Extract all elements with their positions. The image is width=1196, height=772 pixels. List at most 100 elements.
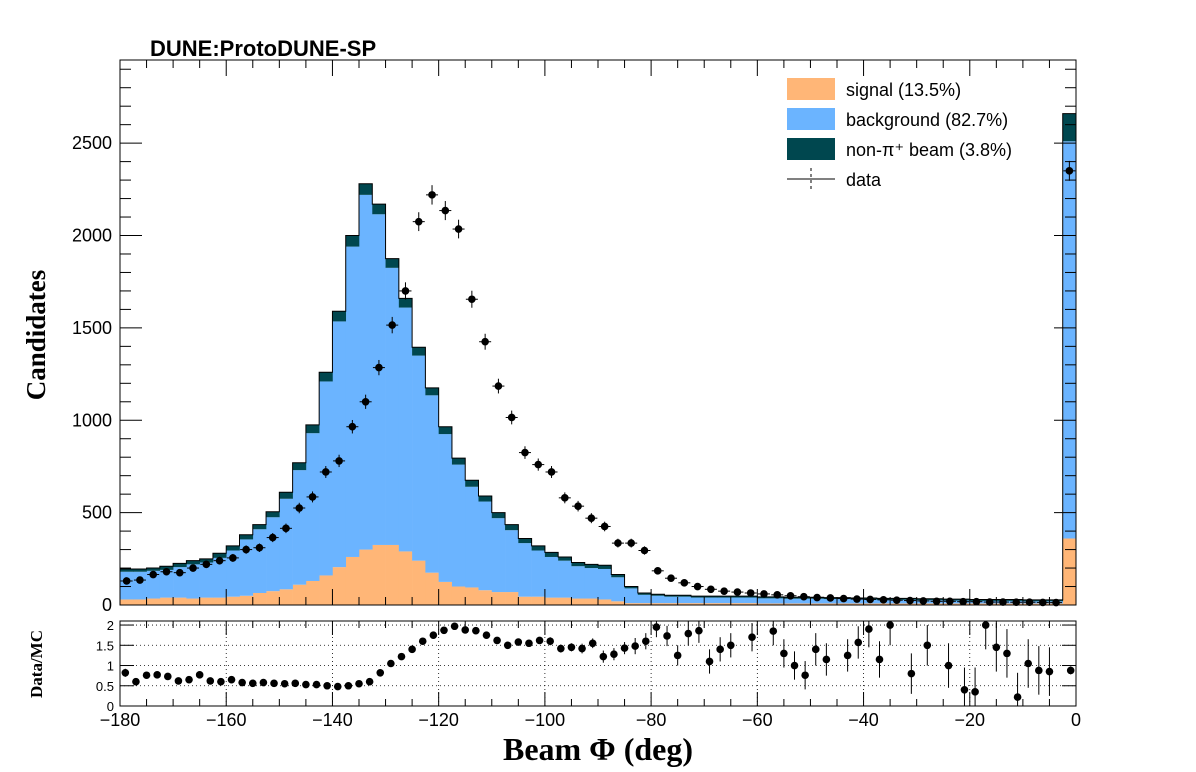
data-point: [160, 567, 173, 576]
ratio-y-tick-label: 0: [107, 699, 114, 714]
bar-s1-24: [438, 434, 453, 582]
ratio-point: [1013, 672, 1022, 706]
data-point: [240, 545, 253, 554]
data-marker: [322, 468, 330, 476]
ratio-marker: [578, 644, 586, 653]
data-marker: [932, 597, 941, 606]
x-tick-label: −80: [636, 710, 667, 730]
data-point: [120, 577, 133, 585]
data-marker: [667, 574, 675, 583]
data-point: [492, 378, 505, 394]
bar-s1-19: [372, 214, 386, 545]
ratio-marker: [854, 638, 863, 647]
data-marker: [574, 502, 582, 510]
legend-label-0: signal (13.5%): [846, 80, 961, 100]
data-point: [147, 570, 160, 579]
ratio-marker: [387, 659, 395, 668]
data-marker: [999, 598, 1007, 606]
ratio-marker: [355, 679, 363, 688]
ratio-marker: [153, 671, 161, 679]
series-1: [120, 141, 1077, 604]
ratio-marker: [482, 631, 491, 639]
bar-s0-46: [730, 603, 745, 605]
data-marker: [215, 556, 224, 565]
ratio-point: [291, 679, 300, 688]
bar-s0-48: [757, 603, 771, 605]
bar-s1-18: [359, 194, 373, 550]
data-marker: [401, 287, 410, 295]
bar-s2-24: [438, 426, 453, 435]
data-point: [572, 500, 585, 512]
ratio-point: [535, 636, 544, 645]
bar-s1-16: [332, 321, 347, 568]
ratio-marker: [142, 671, 151, 680]
data-point: [625, 538, 638, 548]
bar-s0-8: [226, 596, 240, 605]
data-marker: [640, 546, 649, 555]
ratio-point: [450, 622, 459, 631]
ratio-point: [217, 677, 225, 686]
bar-s1-12: [279, 498, 293, 590]
bar-s0-53: [823, 603, 838, 605]
data-point: [1050, 598, 1063, 607]
ratio-marker: [875, 655, 884, 664]
ratio-point: [663, 625, 671, 647]
data-point: [811, 593, 824, 602]
ratio-point: [153, 671, 161, 679]
ratio-marker: [1013, 693, 1022, 701]
ratio-marker: [801, 671, 809, 680]
ratio-marker: [981, 621, 990, 629]
ratio-marker: [344, 681, 353, 690]
bar-s2-13: [292, 462, 307, 471]
ratio-point: [397, 652, 406, 661]
bar-s0-9: [239, 595, 254, 605]
bar-s2-10: [252, 524, 267, 530]
bar-s0-52: [810, 603, 825, 605]
legend: signal (13.5%) background (82.7%) non-π⁺ b…: [787, 78, 1012, 190]
ratio-marker: [1045, 667, 1054, 676]
data-marker: [813, 593, 821, 602]
data-point: [611, 538, 624, 548]
data-point: [505, 410, 518, 425]
bar-s0-2: [146, 598, 161, 605]
ratio-point: [610, 648, 618, 661]
data-marker: [826, 594, 835, 602]
ratio-marker: [726, 641, 735, 650]
bar-s0-15: [319, 575, 333, 605]
ratio-point: [652, 621, 661, 638]
ratio-marker: [514, 638, 523, 646]
bar-s1-34: [571, 566, 586, 599]
ratio-point: [185, 675, 193, 684]
ratio-point: [631, 638, 639, 655]
bar-s0-57: [876, 603, 891, 605]
data-marker: [919, 597, 928, 605]
ratio-plot-frame: [119, 620, 1077, 707]
ratio-point: [705, 649, 714, 674]
ratio-point: [174, 677, 183, 685]
ratio-marker: [227, 675, 236, 684]
data-point: [917, 597, 930, 605]
ratio-point: [365, 677, 374, 686]
bar-s0-22: [412, 560, 426, 605]
legend-swatch-0: [787, 78, 835, 100]
bar-s1-28: [491, 518, 506, 593]
bar-s2-36: [598, 565, 612, 569]
ratio-marker: [663, 632, 671, 640]
data-marker: [600, 522, 609, 531]
data-marker: [561, 494, 569, 502]
data-point: [359, 394, 372, 409]
data-point: [479, 333, 492, 350]
ratio-marker: [270, 679, 278, 688]
x-tick-label: −60: [742, 710, 773, 730]
bar-s0-23: [425, 572, 439, 605]
bar-s0-71: [1062, 538, 1077, 605]
bar-s0-21: [398, 551, 413, 605]
bar-s1-45: [717, 597, 732, 604]
bar-s2-47: [744, 596, 758, 598]
data-marker: [1025, 598, 1034, 607]
ratio-point: [503, 641, 512, 650]
ratio-marker: [132, 677, 140, 686]
ratio-plot-ticks: 0 0.5 1 1.5 2 −180 −160 −140 −120 −100 −80 −60 −40 −2…: [96, 618, 1081, 730]
ratio-point: [971, 667, 979, 706]
bar-s2-33: [558, 556, 572, 561]
